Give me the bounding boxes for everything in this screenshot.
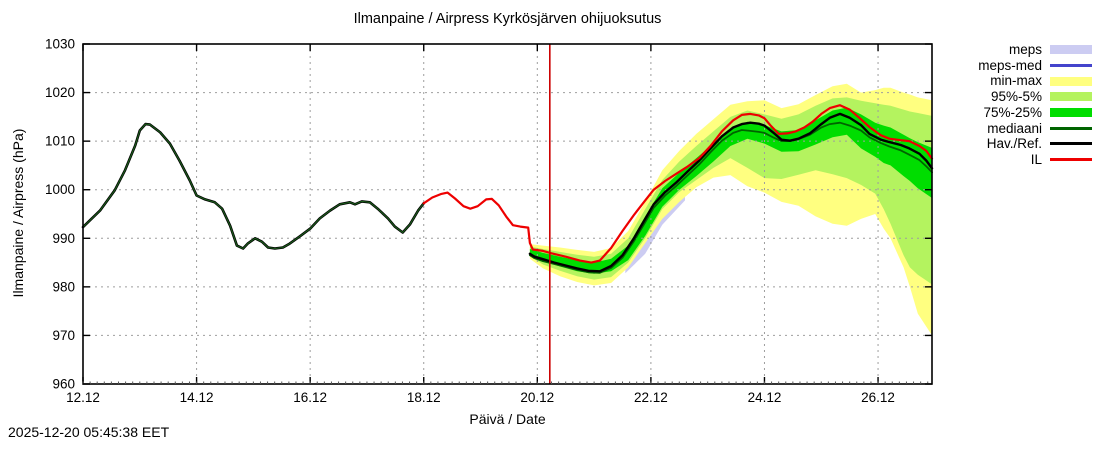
chart-title: Ilmanpaine / Airpress Kyrkösjärven ohiju… [353,11,662,27]
legend-band-swatch [1050,108,1092,118]
x-tick-label: 20.12 [520,390,554,405]
y-tick-label: 990 [52,231,75,246]
legend-item-hav-ref-: Hav./Ref. [920,136,1092,152]
legend-label: meps [1008,42,1042,58]
x-tick-label: 26.12 [861,390,895,405]
legend-band-swatch [1050,45,1092,55]
legend-label: IL [1030,151,1042,167]
timestamp: 2025-12-20 05:45:38 EET [8,424,170,440]
y-tick-label: 1010 [45,134,75,149]
series-mediaani [529,121,933,274]
y-tick-label: 1030 [45,37,75,52]
legend-item-75-25-: 75%-25% [920,105,1092,121]
legend-line-swatch [1050,64,1092,68]
series-hav-ref [528,112,934,273]
y-tick-label: 960 [52,377,75,392]
plot-border [82,43,933,385]
series-havainnot [81,122,426,250]
legend-label: Hav./Ref. [986,136,1042,152]
band-meps [625,192,685,274]
x-tick-label: 22.12 [634,390,668,405]
y-tick-label: 1000 [45,182,75,197]
legend-item-95-5-: 95%-5% [920,89,1092,105]
legend-label: 75%-25% [983,104,1042,120]
legend-label: 95%-5% [990,89,1042,105]
legend-label: meps-med [978,57,1042,73]
y-tick-label: 970 [52,328,75,343]
x-tick-label: 14.12 [180,390,214,405]
y-tick-label: 980 [52,279,75,294]
legend-line-swatch [1050,158,1092,162]
legend-item-meps: meps [920,42,1092,58]
x-tick-label: 18.12 [407,390,441,405]
series-havainnot-core [82,123,425,250]
legend-band-swatch [1050,76,1092,86]
band-75%-25% [529,107,932,274]
legend-item-il: IL [920,152,1092,168]
legend-item-mediaani: mediaani [920,120,1092,136]
x-tick-label: 12.12 [66,390,100,405]
legend-line-swatch [1050,126,1092,130]
x-tick-label: 16.12 [293,390,327,405]
legend-item-min-max: min-max [920,73,1092,89]
legend-band-swatch [1050,92,1092,102]
x-axis-title: Päivä / Date [469,411,546,427]
legend-label: min-max [990,73,1042,89]
series-IL [422,104,934,264]
legend-item-meps-med: meps-med [920,58,1092,74]
x-tick-label: 24.12 [748,390,782,405]
y-tick-label: 1020 [45,85,75,100]
band-95%-5% [529,97,932,285]
legend-line-swatch [1050,142,1092,146]
legend: meps meps-med min-max 95%-5% 75%-25% mediaani… [920,42,1092,168]
legend-label: mediaani [987,120,1042,136]
